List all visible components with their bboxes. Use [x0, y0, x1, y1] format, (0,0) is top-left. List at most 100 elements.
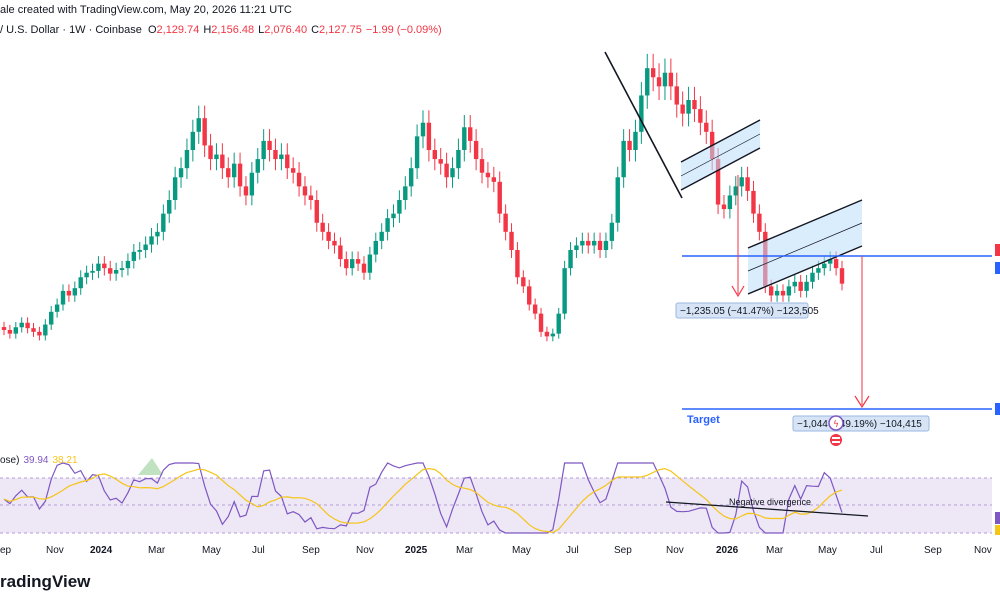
symbol-name: / U.S. Dollar · 1W · Coinbase [0, 24, 142, 36]
candle-body [686, 100, 691, 114]
candle-body [196, 118, 201, 132]
candle-body [692, 100, 697, 110]
candle-body [13, 327, 19, 334]
candle-body [810, 272, 815, 282]
candle-body [822, 263, 827, 269]
x-tick-label: Sep [302, 545, 320, 556]
candle-body [597, 240, 603, 250]
candle-body [361, 263, 367, 273]
rsi-overbought-fill [138, 458, 163, 475]
x-tick-label: 2026 [716, 545, 739, 556]
candle-body [290, 168, 296, 173]
measure-1-box [675, 302, 809, 319]
candle-body [792, 281, 797, 287]
x-tick-label: Mar [148, 545, 166, 556]
candle-body [202, 118, 207, 146]
candle-body [804, 281, 809, 291]
candles-group [1, 53, 845, 342]
candle-body [798, 281, 803, 291]
candle-body [727, 195, 733, 210]
channel-2-mid [747, 222, 863, 272]
channel-1-mid [680, 133, 761, 177]
candle-body [674, 86, 679, 105]
candle-body [49, 311, 54, 325]
candle-body [680, 104, 685, 114]
candle-body [621, 140, 626, 178]
candle-body [113, 270, 119, 274]
x-tick-label: 2025 [405, 545, 428, 556]
candle-body [302, 186, 308, 196]
flag-stripe-2 [832, 441, 840, 443]
candle-body [72, 288, 78, 296]
candle-body [172, 177, 178, 200]
candle-body [208, 145, 213, 160]
candle-body [249, 172, 255, 196]
candle-body [721, 204, 727, 210]
ohlc-item: −1.99 (−0.09%) [366, 24, 442, 36]
x-tick-label: Nov [46, 545, 64, 556]
price-badge [995, 244, 1000, 256]
ohlc-value: 2,129.74 [156, 24, 200, 36]
candle-body [556, 313, 561, 334]
candle-body [532, 304, 538, 314]
created-note: ale created with TradingView.com, May 20… [0, 4, 292, 16]
ohlc-value: 2,127.75 [319, 24, 362, 36]
candle-body [231, 163, 237, 178]
flag-icon[interactable] [830, 434, 842, 446]
x-tick-label: 2024 [90, 545, 113, 556]
x-tick-label: Mar [456, 545, 474, 556]
candle-body [43, 324, 48, 336]
candle-body [786, 286, 792, 296]
candle-body [827, 259, 833, 264]
candle-body [314, 200, 319, 223]
candle-body [408, 168, 414, 187]
candle-body [739, 177, 744, 187]
bolt-icon[interactable] [828, 415, 844, 431]
x-tick-label: Sep [614, 545, 632, 556]
candle-body [656, 77, 662, 87]
x-tick-label: May [202, 545, 221, 556]
candle-body [774, 290, 780, 296]
candle-body [385, 218, 390, 232]
candle-body [580, 240, 585, 246]
measure-1-text: −1,235.05 (−41.47%) −123,505 [680, 306, 819, 317]
time-axis: ep Nov 2024 Mar May Jul Sep Nov 2025 Mar May Jul Sep… [0, 545, 992, 556]
candle-body [84, 272, 89, 278]
candle-body [102, 263, 107, 269]
candle-body [326, 231, 331, 241]
ohlc-value: 2,076.40 [264, 24, 308, 36]
candle-body [668, 72, 674, 87]
candle-body [444, 163, 449, 178]
candle-body [125, 260, 131, 269]
rsi-line [3, 462, 843, 534]
candle-body [119, 268, 125, 270]
symbol-header: / U.S. Dollar · 1W · Coinbase O2,129.74 H… [0, 24, 446, 36]
candle-body [267, 140, 272, 150]
target-label: Target [687, 414, 720, 426]
ohlc-key: L [258, 24, 265, 36]
ohlc-value: 2,156.48 [211, 24, 255, 36]
ohlc-key: O [147, 24, 157, 36]
ohlc-key: C [311, 24, 320, 36]
candle-body [379, 231, 384, 241]
candle-body [816, 268, 821, 273]
x-tick-label: Jul [566, 545, 579, 556]
candle-body [568, 250, 573, 269]
x-tick-label: May [512, 545, 531, 556]
measure-2-box [792, 415, 930, 432]
candle-body [1, 327, 7, 330]
measure-2-text: −1,044 (−49.19%) −104,415 [797, 419, 922, 430]
candle-body [167, 200, 172, 214]
x-tick-label: Nov [666, 545, 684, 556]
candle-body [255, 159, 260, 173]
candle-body [538, 313, 544, 332]
channel-1-top [680, 119, 761, 163]
divergence-line [665, 501, 869, 517]
rsi-ma-value: 38.21 [52, 455, 78, 466]
bolt-glyph: ϟ [833, 420, 839, 430]
candle-body [161, 213, 166, 232]
rsi-ma-line [3, 467, 843, 534]
candle-body [473, 140, 479, 160]
ohlc-item: L2,076.40 [258, 24, 307, 36]
